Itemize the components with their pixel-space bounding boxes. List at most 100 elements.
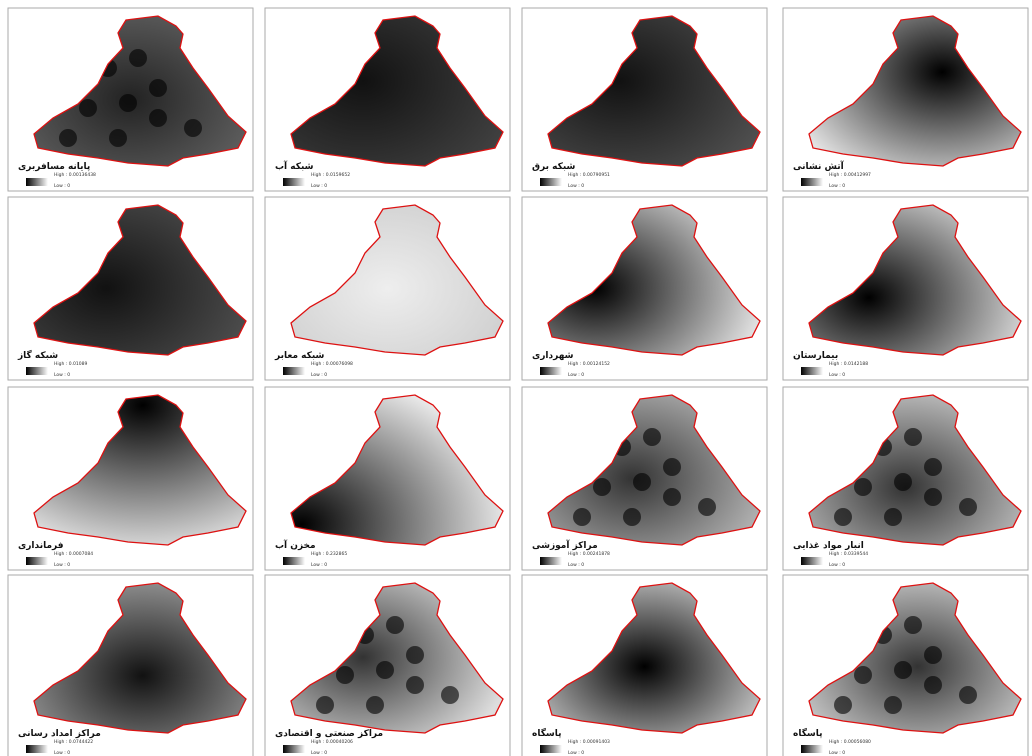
hotspot <box>884 696 902 714</box>
legend-ramp <box>540 367 562 375</box>
hotspot <box>573 508 591 526</box>
hotspot <box>834 696 852 714</box>
boundary <box>290 394 504 546</box>
boundary <box>808 582 1022 734</box>
legend-high: High : 0.00136438 <box>54 172 96 178</box>
hotspot <box>894 661 912 679</box>
legend-high: High : 0.0007084 <box>54 551 93 557</box>
hotspot <box>376 661 394 679</box>
hotspot <box>79 99 97 117</box>
legend-low: Low : 0 <box>311 562 327 568</box>
legend-high: High : 0.0744422 <box>54 739 93 745</box>
hotspot <box>129 49 147 67</box>
map-panel: پاسگاه High : 0.00091403 Low : 0 <box>521 574 768 756</box>
boundary <box>33 15 247 167</box>
legend-low: Low : 0 <box>568 372 584 378</box>
legend-high: High : 0.00076098 <box>311 361 353 367</box>
hotspot <box>904 428 922 446</box>
panel-title: مراکز آموزشی <box>532 539 598 551</box>
boundary <box>33 582 247 734</box>
hotspot <box>633 473 651 491</box>
panel-title: فرمانداری <box>18 541 64 551</box>
legend-ramp <box>540 178 562 186</box>
legend-low: Low : 0 <box>568 750 584 756</box>
panel-title: پایانه مسافربری <box>18 162 90 172</box>
legend-low: Low : 0 <box>829 750 845 756</box>
legend-ramp <box>540 557 562 565</box>
hotspot <box>119 94 137 112</box>
hotspot <box>593 478 611 496</box>
hotspot <box>149 109 167 127</box>
hotspot <box>336 666 354 684</box>
hotspot <box>643 428 661 446</box>
panel-title: آتش نشانی <box>793 160 845 172</box>
legend-ramp <box>26 745 48 753</box>
boundary <box>33 394 247 546</box>
hotspot <box>924 646 942 664</box>
boundary <box>33 204 247 356</box>
legend-low: Low : 0 <box>54 183 70 189</box>
legend-high: High : 0.00412997 <box>829 172 871 178</box>
boundary <box>808 15 1022 167</box>
hotspot <box>698 498 716 516</box>
hotspot <box>924 458 942 476</box>
hotspot <box>109 129 127 147</box>
hotspot <box>149 79 167 97</box>
legend-ramp <box>283 178 305 186</box>
boundary <box>808 394 1022 546</box>
hotspot <box>894 473 912 491</box>
hotspot <box>924 676 942 694</box>
panel-title: مراکز صنعتی و اقتصادی <box>275 729 383 739</box>
legend-ramp <box>801 745 823 753</box>
panel-title: شبکه برق <box>532 162 576 172</box>
legend-high: High : 0.00124152 <box>568 361 610 367</box>
legend-ramp <box>283 745 305 753</box>
boundary <box>290 15 504 167</box>
hotspot <box>623 508 641 526</box>
hotspot <box>663 458 681 476</box>
boundary <box>547 204 761 356</box>
panel-title: شهرداری <box>532 351 574 361</box>
legend-ramp <box>801 557 823 565</box>
panel-title: پاسگاه <box>532 727 562 739</box>
hotspot <box>959 686 977 704</box>
boundary <box>547 15 761 167</box>
legend-high: High : 0.00040206 <box>311 739 353 745</box>
legend-ramp <box>26 178 48 186</box>
panel-title: مخزن آب <box>275 539 316 551</box>
legend-high: High : 0.0159652 <box>311 172 350 178</box>
legend-low: Low : 0 <box>54 372 70 378</box>
legend-low: Low : 0 <box>54 750 70 756</box>
panel-title: انبار مواد غذایی <box>793 541 864 551</box>
legend-low: Low : 0 <box>829 183 845 189</box>
legend-high: High : 0.0339544 <box>829 551 868 557</box>
hotspot <box>59 129 77 147</box>
hotspot <box>924 488 942 506</box>
legend-ramp <box>283 557 305 565</box>
legend-low: Low : 0 <box>568 562 584 568</box>
hotspot <box>854 666 872 684</box>
legend-high: High : 0.232865 <box>311 551 347 557</box>
panel-title: پاسگاه <box>793 727 823 739</box>
legend-low: Low : 0 <box>311 750 327 756</box>
legend-ramp <box>801 367 823 375</box>
hotspot <box>316 696 334 714</box>
legend-high: High : 0.0142188 <box>829 361 868 367</box>
boundary <box>808 204 1022 356</box>
panel-title: مراکز امداد رسانی <box>18 729 101 739</box>
hotspot <box>406 646 424 664</box>
legend-ramp <box>26 557 48 565</box>
